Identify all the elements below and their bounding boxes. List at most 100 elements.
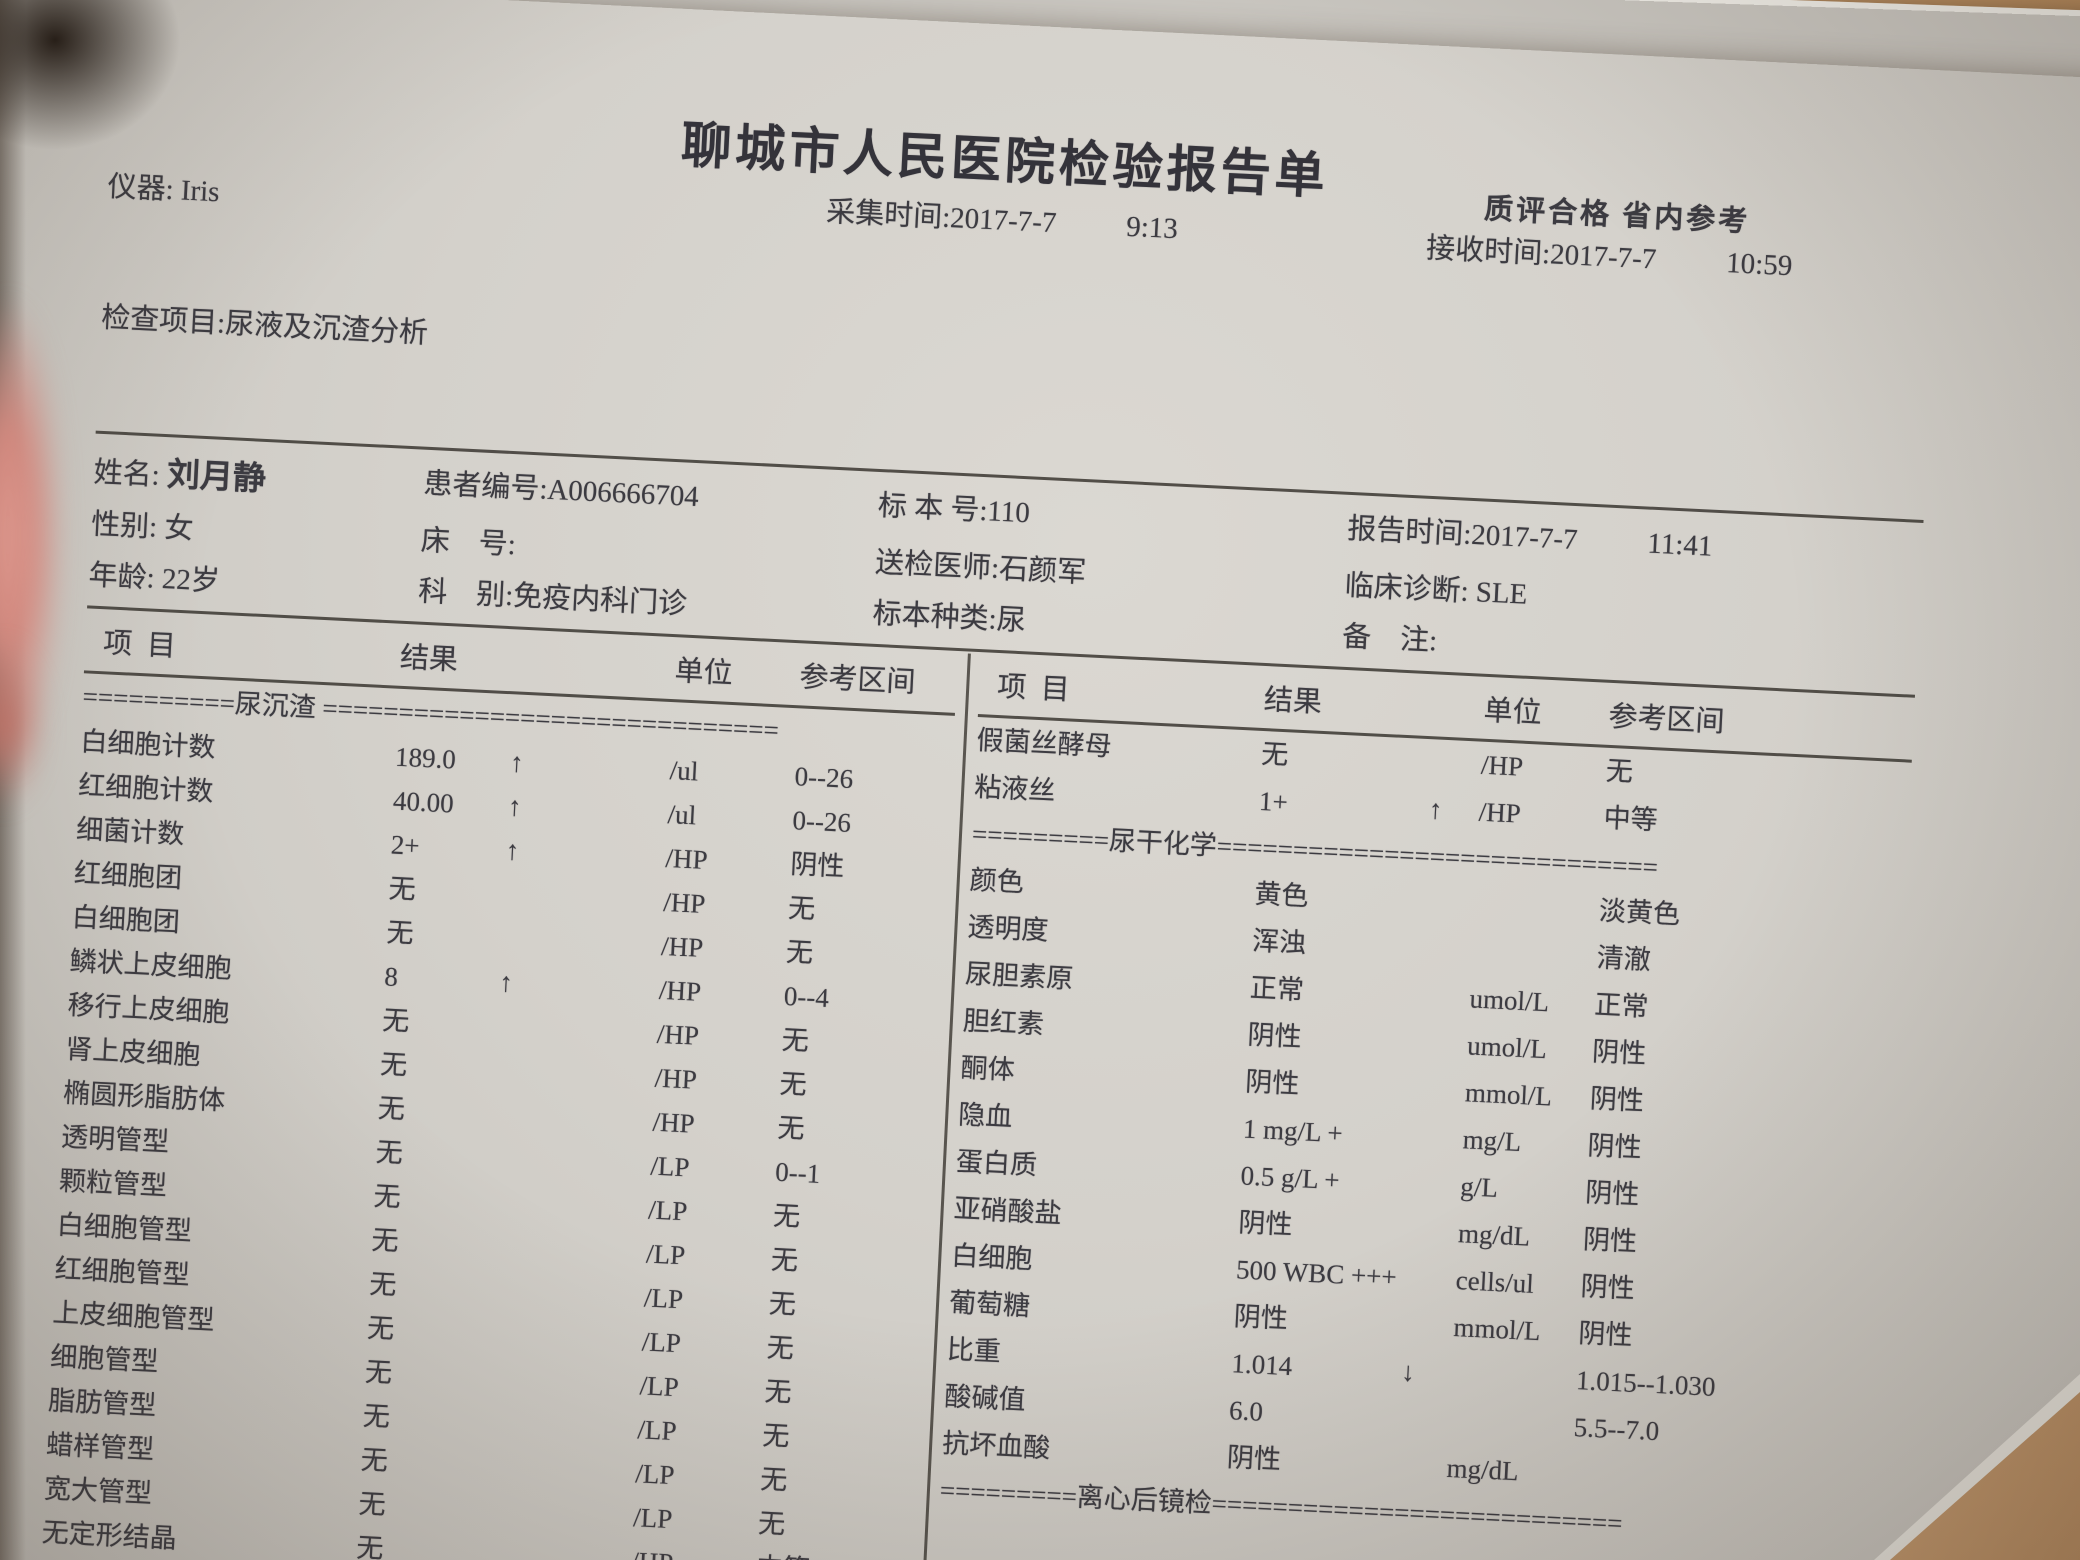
left-table-rows: 白细胞计数 189.0 ↑/ul 0--26 红细胞计数 40.00 ↑/ul 0--26 细菌…	[30, 719, 953, 1560]
cell-unit: /HP	[656, 1018, 700, 1051]
cell-unit: /HP	[1478, 796, 1522, 829]
report-content: 仪器: Iris 检查项目:尿液及沉渣分析 聊城市人民医院检验报告单 采集时间:…	[21, 77, 1941, 1560]
cell-ref: 无	[787, 893, 816, 925]
cell-flag	[500, 916, 662, 968]
collect-time: 9:13	[1125, 210, 1179, 246]
cell-flag	[472, 1487, 634, 1539]
instrument-value: Iris	[180, 174, 221, 209]
cell-flag	[1396, 1442, 1448, 1491]
report-time-label: 报告时间:	[1346, 512, 1473, 551]
cell-result: 无	[364, 1356, 393, 1389]
cell-unit: /ul	[666, 799, 697, 831]
sample-type-value: 尿	[995, 603, 1027, 638]
cell-ref: 无	[763, 1376, 793, 1408]
cell-unit: /LP	[649, 1150, 691, 1183]
cell-unit: cells/ul	[1455, 1265, 1535, 1299]
patient-id-value: A006666704	[546, 473, 700, 514]
gender-label: 性别:	[90, 508, 166, 545]
cell-ref: 无	[781, 1024, 810, 1057]
cell-flag: ↓	[1400, 1356, 1416, 1388]
cell-ref: 0--26	[791, 805, 852, 838]
cell-unit: /HP	[662, 886, 707, 919]
cell-result: 无	[355, 1532, 385, 1560]
cell-unit: /ul	[669, 755, 700, 787]
cell-unit	[1473, 882, 1600, 935]
cell-unit: /LP	[639, 1370, 680, 1403]
exam-item-label: 检查项目:	[100, 301, 226, 340]
cell-flag	[1407, 1208, 1459, 1257]
quality-block: 质评合格 省内参考 接收时间:2017-7-7 10:59	[1414, 142, 1940, 516]
cell-result: 无	[360, 1444, 389, 1477]
cell-result: 1+	[1258, 785, 1289, 818]
age-label: 年龄:	[87, 559, 163, 595]
cell-result: 1 mg/L +	[1242, 1113, 1344, 1149]
cell-ref: 无	[761, 1420, 791, 1452]
cell-flag: ↑	[505, 835, 520, 866]
cell-ref: 无	[772, 1200, 801, 1232]
bed-label: 床 号:	[419, 524, 517, 562]
cell-unit: /HP	[654, 1062, 698, 1095]
cell-flag	[1421, 926, 1473, 975]
cell-flag	[483, 1268, 645, 1320]
cell-result: 无	[377, 1093, 406, 1125]
cell-unit: /LP	[647, 1194, 689, 1227]
remark-label: 备 注:	[1341, 620, 1438, 658]
cell-unit: /HP	[1480, 749, 1524, 782]
cell-result: 正常	[1249, 972, 1305, 1006]
col-header-item: 项 目	[996, 670, 1071, 707]
sample-no-label: 标 本 号:	[877, 489, 989, 528]
cell-ref: 0--26	[793, 761, 854, 794]
cell-result: 无	[368, 1269, 398, 1301]
cell-flag	[479, 1356, 641, 1408]
cell-unit: /LP	[636, 1414, 678, 1447]
diagnosis-value: SLE	[1475, 576, 1529, 611]
cell-result: 无	[381, 1005, 410, 1037]
cell-flag	[485, 1224, 647, 1276]
cell-result: 无	[366, 1312, 395, 1345]
cell-flag	[492, 1092, 654, 1144]
cell-result: 浑浊	[1251, 925, 1307, 959]
cell-result: 阴性	[1237, 1207, 1294, 1240]
cell-result: 无	[357, 1488, 387, 1521]
name-value: 刘月静	[166, 457, 267, 498]
gender-value: 女	[163, 512, 195, 546]
cell-flag	[477, 1399, 639, 1451]
dept-label: 科 别:	[417, 575, 514, 613]
col-header-ref: 参考区间	[798, 661, 917, 699]
col-header-unit: 单位	[1482, 694, 1543, 730]
cell-result: 无	[379, 1049, 408, 1081]
cell-result: 6.0	[1228, 1395, 1264, 1427]
sender-value: 石颜军	[998, 552, 1087, 590]
patient-id-label: 患者编号:	[422, 467, 549, 506]
cell-result: 无	[385, 917, 415, 949]
cell-result: 无	[375, 1137, 404, 1169]
cell-unit: umol/L	[1468, 983, 1550, 1018]
cell-flag	[1409, 1161, 1461, 1210]
cell-result: 189.0	[394, 741, 457, 775]
cell-unit	[1450, 1351, 1577, 1404]
cell-flag: ↑	[507, 791, 523, 822]
cell-result: 无	[370, 1225, 400, 1257]
cell-result: 无	[362, 1400, 391, 1433]
cell-ref: 无	[766, 1332, 795, 1364]
result-tables: 项 目 结果 单位 参考区间 ==========尿沉渣 ===========…	[30, 610, 1915, 1560]
instrument-line: 仪器: Iris	[107, 166, 579, 232]
cell-ref: 无	[785, 936, 814, 969]
right-table-rows: 颜色 黄色 淡黄色 透明度 浑浊 清澈 尿胆素原 正常 umol/L 正常 胆红素 阴性 umol/L 阴…	[941, 857, 1905, 1513]
patient-name: 姓名: 刘月静	[93, 444, 425, 508]
cell-flag: ↑	[509, 747, 525, 778]
sample-no-value: 110	[986, 495, 1031, 530]
cell-flag	[1416, 1020, 1468, 1069]
instrument-label: 仪器:	[106, 170, 182, 207]
cell-unit: /LP	[632, 1502, 674, 1535]
cell-result: 阴性	[1226, 1442, 1282, 1475]
cell-unit: /HP	[658, 974, 702, 1007]
cell-result: 0.5 g/L +	[1239, 1160, 1341, 1196]
cell-ref: 无	[768, 1288, 797, 1320]
cell-ref: 无	[770, 1244, 799, 1276]
report-date: 2017-7-7	[1470, 518, 1579, 557]
cell-flag	[1414, 1067, 1466, 1116]
right-result-table: 项 目 结果 单位 参考区间 假菌丝酵母无/HP 无粘液丝 1+ ↑/HP 中等 ===…	[924, 654, 1915, 1560]
